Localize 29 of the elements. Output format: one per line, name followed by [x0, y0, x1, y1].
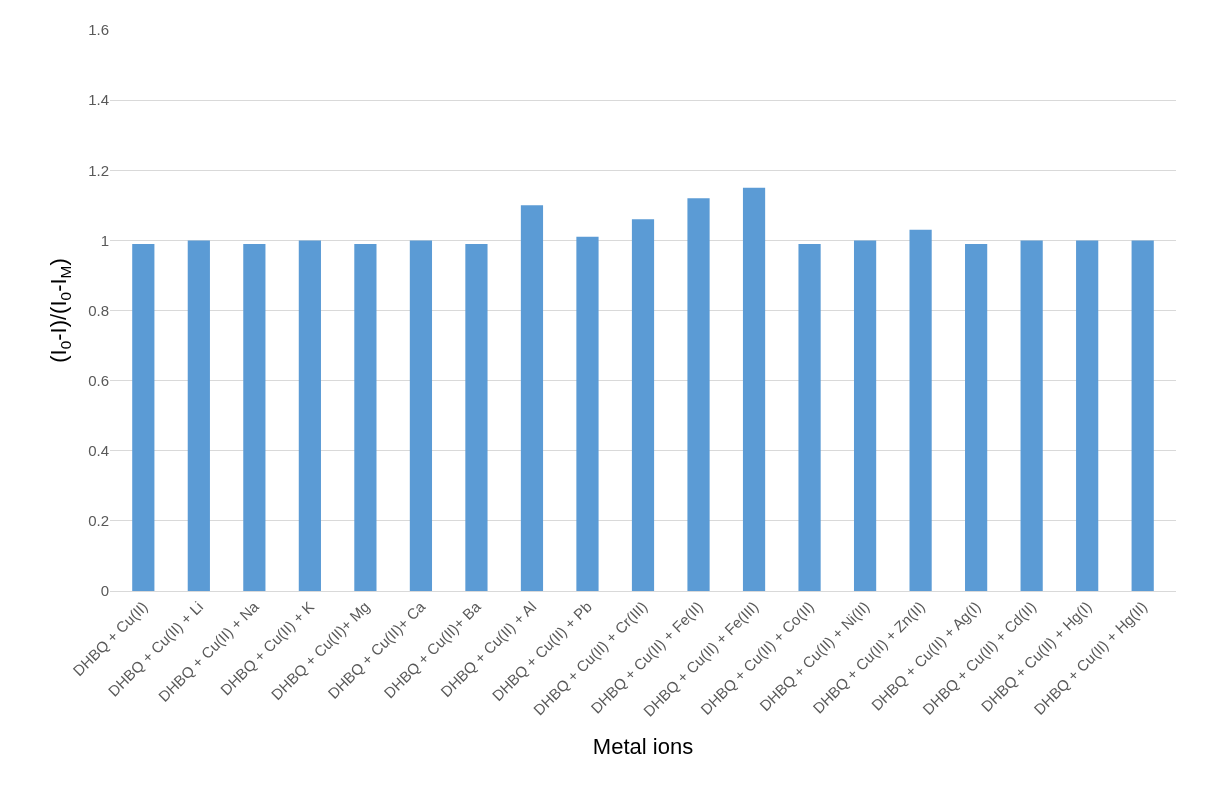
y-tick-label: 1.4 [88, 91, 109, 109]
bar [687, 198, 710, 591]
y-tick-label: 1.6 [88, 21, 109, 39]
bar [965, 243, 988, 591]
bar [354, 243, 377, 591]
bar [520, 205, 544, 591]
y-tick-label: 0.2 [88, 512, 109, 530]
y-tick-label: 0.4 [88, 442, 109, 459]
bar [576, 236, 599, 591]
bar [631, 219, 655, 591]
y-tick-label: 0.6 [88, 371, 109, 389]
bar [909, 229, 932, 591]
bar [742, 187, 766, 591]
bar [409, 240, 433, 591]
x-axis-title: Metal ions [592, 734, 694, 760]
y-tick-label: 1 [100, 231, 109, 249]
bar [1020, 240, 1043, 591]
bar [187, 240, 210, 591]
bar [298, 240, 321, 591]
bar [243, 243, 266, 591]
y-tick-label: 0.8 [88, 301, 109, 319]
bar [132, 243, 155, 591]
bar [465, 243, 488, 591]
bar [798, 243, 821, 591]
y-tick-label: 0 [100, 582, 109, 600]
bar [1076, 240, 1099, 591]
y-tick-label: 1.2 [88, 161, 109, 179]
bar [853, 240, 877, 591]
bar [1131, 240, 1154, 591]
